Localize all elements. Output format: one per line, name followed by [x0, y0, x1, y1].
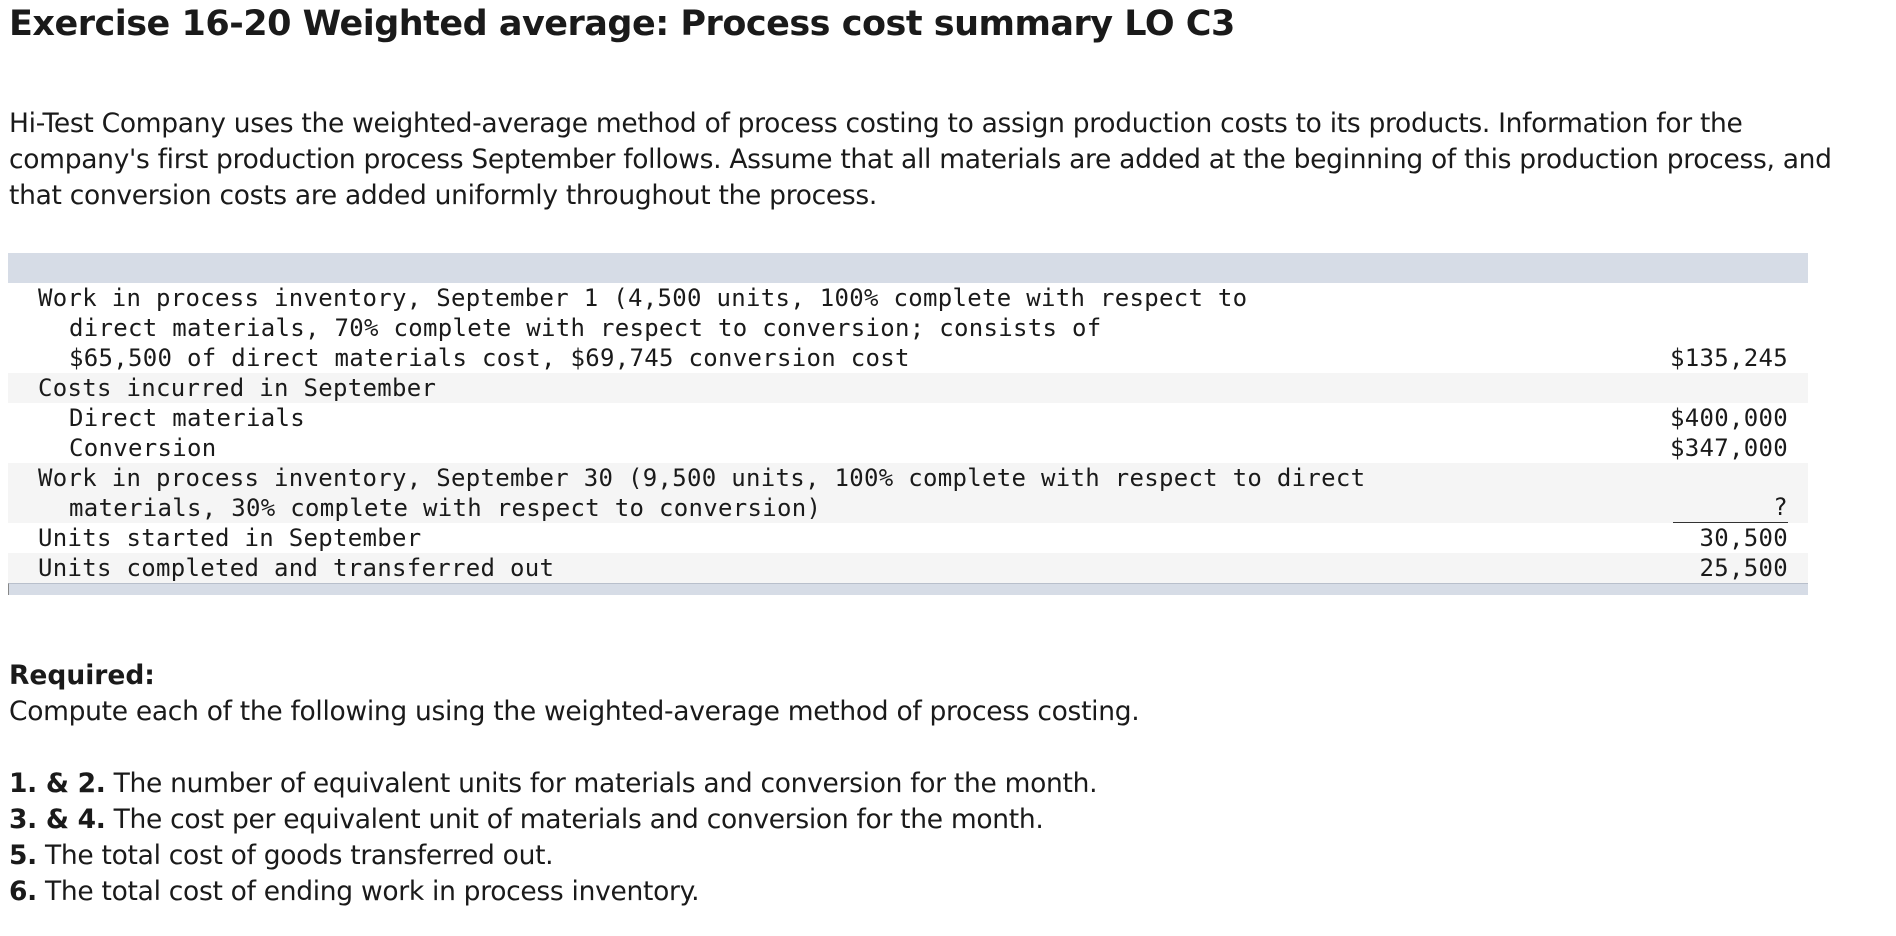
- units-completed-amount: 25,500: [1588, 553, 1808, 583]
- units-started-amount: 30,500: [1699, 524, 1788, 552]
- list-item: 6. The total cost of ending work in proc…: [9, 876, 700, 907]
- units-completed-label: Units completed and transferred out: [8, 553, 1588, 583]
- table-header-bar: [8, 253, 1808, 283]
- units-started-label: Units started in September: [38, 524, 422, 552]
- direct-materials-label: Direct materials: [69, 404, 305, 432]
- table-footer-bar: [8, 583, 1808, 595]
- wip-sep1-label: Work in process inventory, September 1 (…: [38, 284, 1248, 372]
- requirements-list: 1. & 2. The number of equivalent units f…: [9, 766, 1098, 910]
- list-item: 3. & 4. The cost per equivalent unit of …: [9, 804, 1044, 835]
- process-data-table: Work in process inventory, September 1 (…: [8, 283, 1808, 583]
- wip-sep30-amount: ?: [1588, 463, 1808, 523]
- conversion-amount: $347,000: [1670, 434, 1788, 462]
- table-row: Costs incurred in September: [8, 373, 1808, 403]
- direct-materials-amount: $400,000: [1670, 404, 1788, 432]
- table-row: Direct materials $400,000: [8, 403, 1808, 433]
- data-table-container: Work in process inventory, September 1 (…: [8, 253, 1808, 595]
- conversion-label: Conversion: [69, 434, 217, 462]
- table-row: Units completed and transferred out 25,5…: [8, 553, 1808, 583]
- costs-incurred-label: Costs incurred in September: [8, 373, 1588, 403]
- table-row: Work in process inventory, September 1 (…: [8, 283, 1808, 373]
- table-row: Conversion $347,000: [8, 433, 1808, 463]
- required-instructions: Compute each of the following using the …: [9, 696, 1140, 727]
- list-item: 1. & 2. The number of equivalent units f…: [9, 768, 1098, 799]
- costs-incurred-amount: [1588, 373, 1808, 403]
- wip-sep30-label: Work in process inventory, September 30 …: [8, 463, 1588, 523]
- required-heading: Required:: [9, 660, 155, 691]
- intro-paragraph: Hi-Test Company uses the weighted-averag…: [9, 108, 1832, 211]
- list-item: 5. The total cost of goods transferred o…: [9, 840, 554, 871]
- table-row: Units started in September 30,500: [8, 523, 1808, 553]
- table-row: Work in process inventory, September 30 …: [8, 463, 1808, 523]
- wip-sep1-amount: $135,245: [1670, 344, 1788, 372]
- page-title: Exercise 16-20 Weighted average: Process…: [9, 4, 1235, 44]
